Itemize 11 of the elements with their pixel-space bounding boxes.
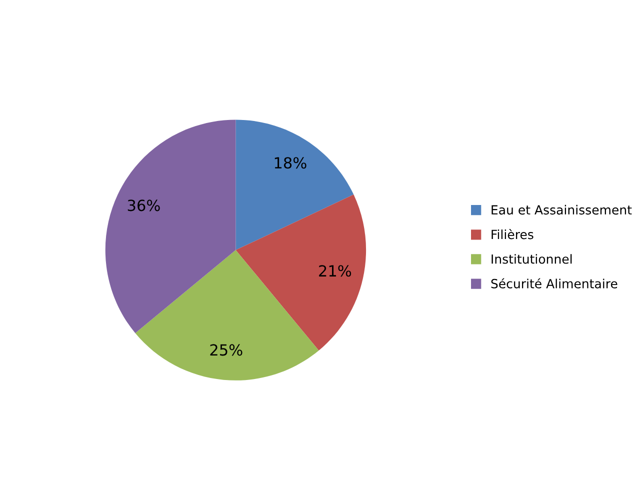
pie-slice	[236, 120, 354, 250]
pie-slice	[105, 120, 236, 334]
legend-label: Institutionnel	[492, 254, 572, 264]
data-label: 21%	[319, 265, 352, 277]
pie-slice	[135, 250, 319, 380]
legend-label: Filières	[492, 229, 534, 240]
legend-label: Sécurité Alimentaire	[491, 278, 618, 288]
data-label: 36%	[128, 200, 160, 212]
data-label: 25%	[210, 344, 242, 356]
legend-label: Eau et Assainissement	[492, 204, 632, 215]
data-label: 18%	[274, 157, 306, 169]
